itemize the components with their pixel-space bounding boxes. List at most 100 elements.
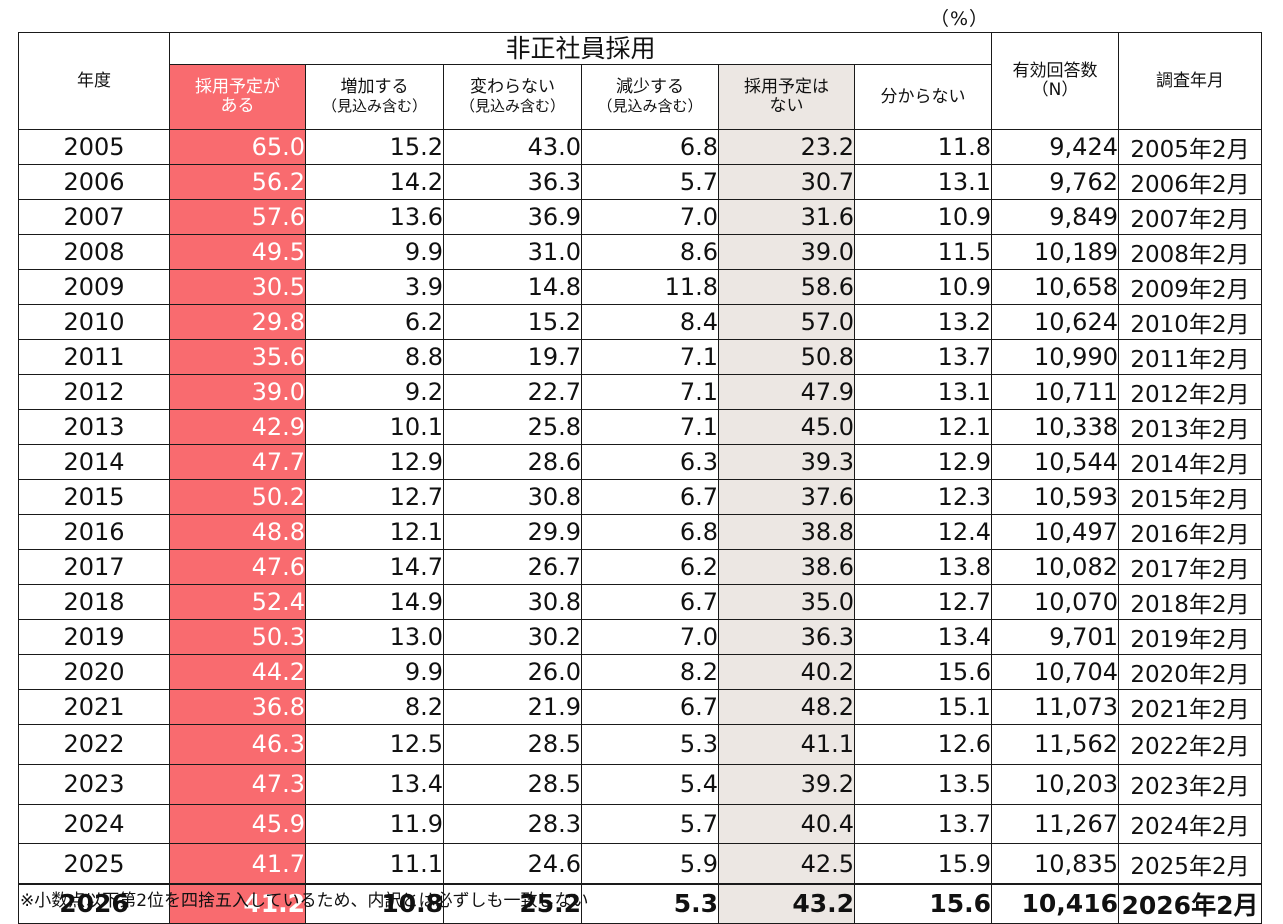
table-row: 2005 65.0 15.2 43.0 6.8 23.2 11.8 9,424 2005年2月 [18, 129, 1262, 165]
cell-increase: 13.6 [305, 199, 444, 235]
cell-decrease: 5.7 [581, 803, 719, 845]
table-row: 2007 57.6 13.6 36.9 7.0 31.6 10.9 9,849 2007年2月 [18, 199, 1262, 235]
cell-decrease: 7.1 [581, 374, 719, 410]
cell-year: 2016 [18, 514, 170, 550]
cell-plan-no: 42.5 [718, 843, 855, 885]
cell-increase: 11.1 [305, 843, 444, 885]
table-row: 2009 30.5 3.9 14.8 11.8 58.6 10.9 10,658 2009年2月 [18, 269, 1262, 305]
cell-date: 2009年2月 [1118, 269, 1262, 305]
cell-date: 2015年2月 [1118, 479, 1262, 515]
cell-year: 2022 [18, 724, 170, 765]
cell-increase: 9.9 [305, 654, 444, 690]
header-same: 変わらない （見込み含む） [443, 64, 582, 130]
cell-decrease: 7.0 [581, 619, 719, 655]
cell-decrease: 6.8 [581, 514, 719, 550]
cell-n: 10,624 [991, 304, 1119, 340]
cell-date: 2007年2月 [1118, 199, 1262, 235]
cell-increase: 12.5 [305, 724, 444, 765]
cell-decrease: 7.1 [581, 409, 719, 445]
cell-unknown: 13.5 [854, 763, 992, 805]
cell-n: 9,849 [991, 199, 1119, 235]
cell-date: 2012年2月 [1118, 374, 1262, 410]
cell-unknown: 13.1 [854, 374, 992, 410]
cell-n: 9,424 [991, 129, 1119, 165]
header-plan-no: 採用予定は ない [718, 64, 855, 130]
cell-date: 2020年2月 [1118, 654, 1262, 690]
cell-same: 21.9 [443, 689, 582, 725]
cell-unknown: 10.9 [854, 199, 992, 235]
cell-plan-yes: 30.5 [169, 269, 306, 305]
cell-unknown: 15.6 [854, 882, 992, 924]
header-group: 非正社員採用 [169, 32, 992, 65]
cell-n: 10,835 [991, 843, 1119, 885]
cell-decrease: 11.8 [581, 269, 719, 305]
table-row: 2008 49.5 9.9 31.0 8.6 39.0 11.5 10,189 2008年2月 [18, 234, 1262, 270]
cell-increase: 14.7 [305, 549, 444, 585]
cell-plan-yes: 47.6 [169, 549, 306, 585]
cell-n: 10,544 [991, 444, 1119, 480]
cell-unknown: 12.6 [854, 724, 992, 765]
cell-plan-no: 40.2 [718, 654, 855, 690]
cell-n: 10,704 [991, 654, 1119, 690]
cell-same: 28.5 [443, 724, 582, 765]
cell-date: 2006年2月 [1118, 164, 1262, 200]
cell-unknown: 13.1 [854, 164, 992, 200]
table-row: 2013 42.9 10.1 25.8 7.1 45.0 12.1 10,338 2013年2月 [18, 409, 1262, 445]
cell-plan-yes: 65.0 [169, 129, 306, 165]
cell-n: 10,338 [991, 409, 1119, 445]
cell-unknown: 13.4 [854, 619, 992, 655]
cell-increase: 15.2 [305, 129, 444, 165]
cell-date: 2016年2月 [1118, 514, 1262, 550]
cell-plan-yes: 47.7 [169, 444, 306, 480]
table-row: 2021 36.8 8.2 21.9 6.7 48.2 15.1 11,073 2021年2月 [18, 689, 1262, 725]
cell-increase: 9.2 [305, 374, 444, 410]
cell-date: 2026年2月 [1118, 882, 1262, 924]
header-unknown: 分からない [854, 64, 992, 130]
cell-decrease: 6.7 [581, 584, 719, 620]
cell-same: 14.8 [443, 269, 582, 305]
cell-n: 10,593 [991, 479, 1119, 515]
cell-year: 2012 [18, 374, 170, 410]
cell-plan-no: 39.0 [718, 234, 855, 270]
cell-same: 28.5 [443, 763, 582, 805]
header-plan-yes: 採用予定が ある [169, 64, 306, 130]
cell-plan-yes: 47.3 [169, 763, 306, 805]
cell-year: 2010 [18, 304, 170, 340]
cell-decrease: 5.3 [581, 724, 719, 765]
table-row: 2015 50.2 12.7 30.8 6.7 37.6 12.3 10,593 2015年2月 [18, 479, 1262, 515]
cell-plan-yes: 45.9 [169, 803, 306, 845]
cell-decrease: 8.4 [581, 304, 719, 340]
header-date: 調査年月 [1118, 32, 1262, 130]
footnote: ※小数点以下第2位を四捨五入しているため、内訳とは必ずしも一致しない [20, 891, 589, 911]
cell-increase: 13.0 [305, 619, 444, 655]
cell-plan-yes: 29.8 [169, 304, 306, 340]
cell-same: 15.2 [443, 304, 582, 340]
cell-same: 26.0 [443, 654, 582, 690]
cell-increase: 10.1 [305, 409, 444, 445]
cell-same: 29.9 [443, 514, 582, 550]
cell-date: 2014年2月 [1118, 444, 1262, 480]
cell-year: 2019 [18, 619, 170, 655]
cell-plan-yes: 49.5 [169, 234, 306, 270]
cell-year: 2011 [18, 339, 170, 375]
cell-plan-yes: 52.4 [169, 584, 306, 620]
cell-n: 9,762 [991, 164, 1119, 200]
cell-same: 36.9 [443, 199, 582, 235]
table-row: 2022 46.3 12.5 28.5 5.3 41.1 12.6 11,562 2022年2月 [18, 724, 1262, 765]
cell-decrease: 6.3 [581, 444, 719, 480]
cell-n: 10,990 [991, 339, 1119, 375]
cell-increase: 12.7 [305, 479, 444, 515]
cell-date: 2018年2月 [1118, 584, 1262, 620]
cell-year: 2009 [18, 269, 170, 305]
cell-unknown: 15.1 [854, 689, 992, 725]
cell-same: 19.7 [443, 339, 582, 375]
cell-year: 2006 [18, 164, 170, 200]
table-row: 2023 47.3 13.4 28.5 5.4 39.2 13.5 10,203 2023年2月 [18, 763, 1262, 805]
cell-plan-no: 50.8 [718, 339, 855, 375]
cell-n: 11,073 [991, 689, 1119, 725]
table-row: 2006 56.2 14.2 36.3 5.7 30.7 13.1 9,762 2006年2月 [18, 164, 1262, 200]
cell-plan-no: 37.6 [718, 479, 855, 515]
cell-unknown: 15.6 [854, 654, 992, 690]
cell-same: 43.0 [443, 129, 582, 165]
table-row: 2012 39.0 9.2 22.7 7.1 47.9 13.1 10,711 2012年2月 [18, 374, 1262, 410]
